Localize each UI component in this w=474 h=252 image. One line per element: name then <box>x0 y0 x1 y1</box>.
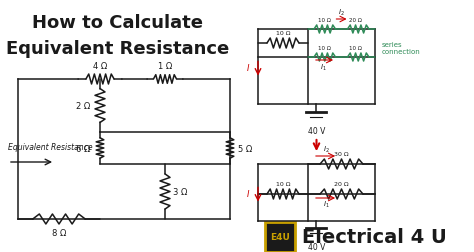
Text: $I$: $I$ <box>246 62 250 73</box>
Text: 3 Ω: 3 Ω <box>173 187 187 196</box>
Text: 10 Ω: 10 Ω <box>276 31 290 36</box>
Text: 8 Ω: 8 Ω <box>52 228 66 237</box>
Text: $I_2$: $I_2$ <box>338 8 345 18</box>
Text: 40 V: 40 V <box>308 127 325 136</box>
Text: How to Calculate: How to Calculate <box>33 14 203 32</box>
Text: 40 V: 40 V <box>308 242 325 251</box>
FancyBboxPatch shape <box>265 222 295 252</box>
Text: 10 Ω: 10 Ω <box>318 46 331 51</box>
Text: Electrical 4 U: Electrical 4 U <box>302 228 447 246</box>
Text: 30 Ω: 30 Ω <box>334 151 349 156</box>
Text: 10 Ω: 10 Ω <box>276 181 290 186</box>
Text: $I_1$: $I_1$ <box>323 199 330 209</box>
Text: 20 Ω: 20 Ω <box>334 181 349 186</box>
Text: series
connection: series connection <box>382 41 421 54</box>
Text: Equivalent Resistance: Equivalent Resistance <box>8 143 92 152</box>
Text: E4U: E4U <box>270 233 290 241</box>
Text: $I_1$: $I_1$ <box>319 63 326 73</box>
Text: 6 Ω: 6 Ω <box>76 144 90 153</box>
Text: 4 Ω: 4 Ω <box>93 62 107 71</box>
Text: 20 Ω: 20 Ω <box>349 18 363 23</box>
Text: $I_2$: $I_2$ <box>323 144 330 154</box>
Text: Equivalent Resistance: Equivalent Resistance <box>6 40 229 58</box>
Text: 2 Ω: 2 Ω <box>76 102 90 111</box>
Text: 10 Ω: 10 Ω <box>349 46 363 51</box>
Text: 10 Ω: 10 Ω <box>318 18 331 23</box>
Text: 1 Ω: 1 Ω <box>158 62 172 71</box>
Text: 5 Ω: 5 Ω <box>238 144 252 153</box>
Text: $I$: $I$ <box>246 187 250 198</box>
